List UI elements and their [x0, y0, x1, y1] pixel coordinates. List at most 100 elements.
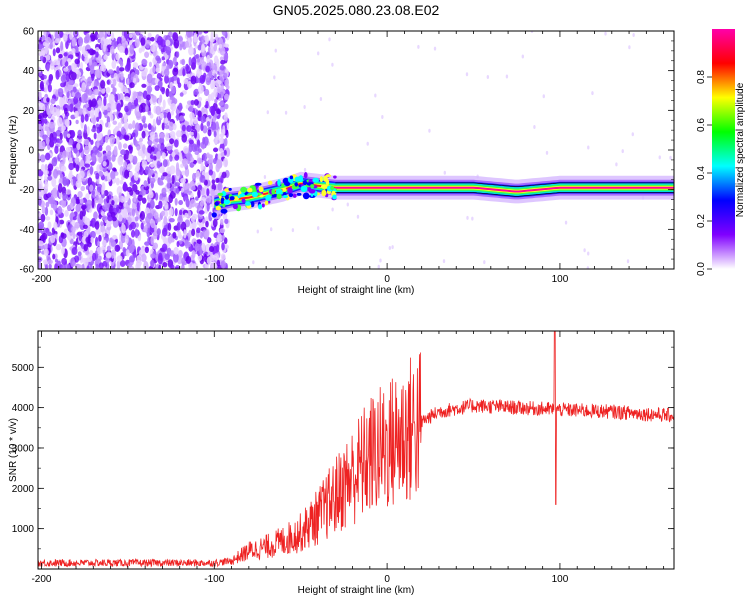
noise-speckle: [95, 51, 99, 58]
noise-speckle: [46, 105, 50, 116]
noise-speckle: [96, 126, 101, 134]
faint-speckle: [417, 44, 420, 49]
noise-speckle: [60, 264, 66, 269]
noise-speckle: [148, 169, 152, 179]
noise-speckle: [157, 217, 161, 222]
noise-speckle: [73, 255, 80, 263]
noise-speckle: [108, 94, 113, 104]
noise-speckle: [197, 58, 201, 63]
noise-speckle: [61, 246, 65, 255]
noise-speckle: [186, 125, 192, 132]
noise-speckle: [50, 98, 56, 105]
faint-speckle: [263, 174, 267, 179]
noise-speckle: [127, 73, 132, 79]
noise-speckle: [45, 36, 52, 44]
noise-speckle: [154, 138, 160, 143]
faint-speckle: [564, 220, 568, 225]
noise-speckle: [91, 190, 96, 196]
noise-speckle: [60, 232, 65, 237]
noise-speckle: [141, 253, 147, 263]
noise-speckle: [102, 160, 107, 167]
colorbar-tick-label: 0.8: [696, 70, 707, 84]
noise-speckle: [135, 31, 140, 36]
noise-speckle: [101, 64, 107, 72]
noise-speckle: [117, 122, 122, 129]
noise-speckle: [155, 55, 161, 62]
noise-speckle: [152, 65, 156, 74]
noise-speckle: [111, 154, 116, 162]
noise-speckle: [216, 259, 221, 267]
noise-speckle: [180, 177, 186, 184]
noise-speckle: [64, 209, 69, 217]
noise-speckle: [197, 110, 202, 118]
noise-speckle: [215, 177, 220, 184]
noise-speckle: [61, 257, 68, 266]
noise-speckle: [127, 101, 133, 111]
noise-speckle: [68, 138, 73, 146]
noise-speckle: [216, 58, 220, 68]
noise-speckle: [184, 40, 189, 48]
noise-speckle: [186, 73, 191, 78]
noise-speckle: [132, 155, 138, 165]
noise-speckle: [53, 59, 59, 66]
noise-speckle: [172, 123, 177, 131]
noise-speckle: [40, 117, 45, 127]
noise-speckle: [219, 64, 225, 71]
noise-speckle: [194, 243, 200, 252]
noise-speckle: [170, 110, 174, 116]
noise-speckle: [61, 58, 65, 67]
signal-blob: [288, 193, 294, 198]
signal-blob: [333, 175, 337, 179]
noise-speckle: [96, 133, 103, 141]
noise-speckle: [132, 62, 139, 69]
faint-speckle: [583, 248, 586, 253]
noise-speckle: [144, 207, 151, 215]
noise-speckle: [134, 167, 139, 173]
snr-ticks: -200 -100 0 100 1000 2000 3000 4000 5000: [12, 331, 674, 585]
noise-speckle: [146, 212, 153, 218]
faint-speckle: [587, 145, 590, 150]
noise-speckle: [71, 226, 76, 234]
noise-speckle: [120, 85, 127, 93]
noise-speckle: [43, 75, 47, 80]
noise-speckle: [208, 246, 215, 253]
noise-speckle: [95, 228, 101, 235]
faint-speckle: [377, 264, 380, 269]
signal-blob: [323, 175, 328, 182]
noise-speckle: [163, 68, 170, 77]
noise-speckle: [224, 218, 229, 225]
noise-speckle: [205, 65, 210, 73]
noise-speckle: [109, 113, 114, 122]
noise-speckle: [133, 172, 139, 181]
noise-speckle: [179, 209, 183, 216]
colorbar-tick-label: 0.4: [696, 166, 707, 180]
noise-speckle: [162, 262, 168, 268]
noise-speckle: [207, 129, 212, 137]
x-tick-label: 100: [552, 574, 569, 585]
noise-speckle: [60, 74, 67, 83]
signal-blob: [254, 182, 262, 186]
noise-speckle: [221, 31, 227, 36]
noise-speckle: [102, 266, 107, 269]
noise-speckle: [210, 121, 217, 131]
noise-speckle: [170, 103, 177, 112]
noise-speckle: [60, 41, 64, 52]
faint-speckle: [530, 31, 534, 34]
faint-speckle: [391, 245, 394, 250]
faint-speckle: [274, 48, 277, 53]
noise-speckle: [77, 251, 82, 256]
noise-speckle: [95, 68, 102, 79]
noise-speckle: [173, 246, 179, 255]
noise-speckle: [188, 139, 194, 145]
noise-speckle: [204, 160, 208, 166]
noise-speckle: [185, 63, 189, 72]
noise-speckle: [220, 260, 227, 269]
noise-speckle: [185, 255, 192, 264]
noise-speckle: [120, 149, 127, 156]
noise-speckle: [208, 169, 213, 176]
noise-speckle: [134, 228, 139, 239]
faint-speckle: [331, 207, 334, 212]
noise-speckle: [40, 164, 45, 172]
noise-speckle: [38, 227, 43, 233]
noise-speckle: [135, 111, 142, 121]
